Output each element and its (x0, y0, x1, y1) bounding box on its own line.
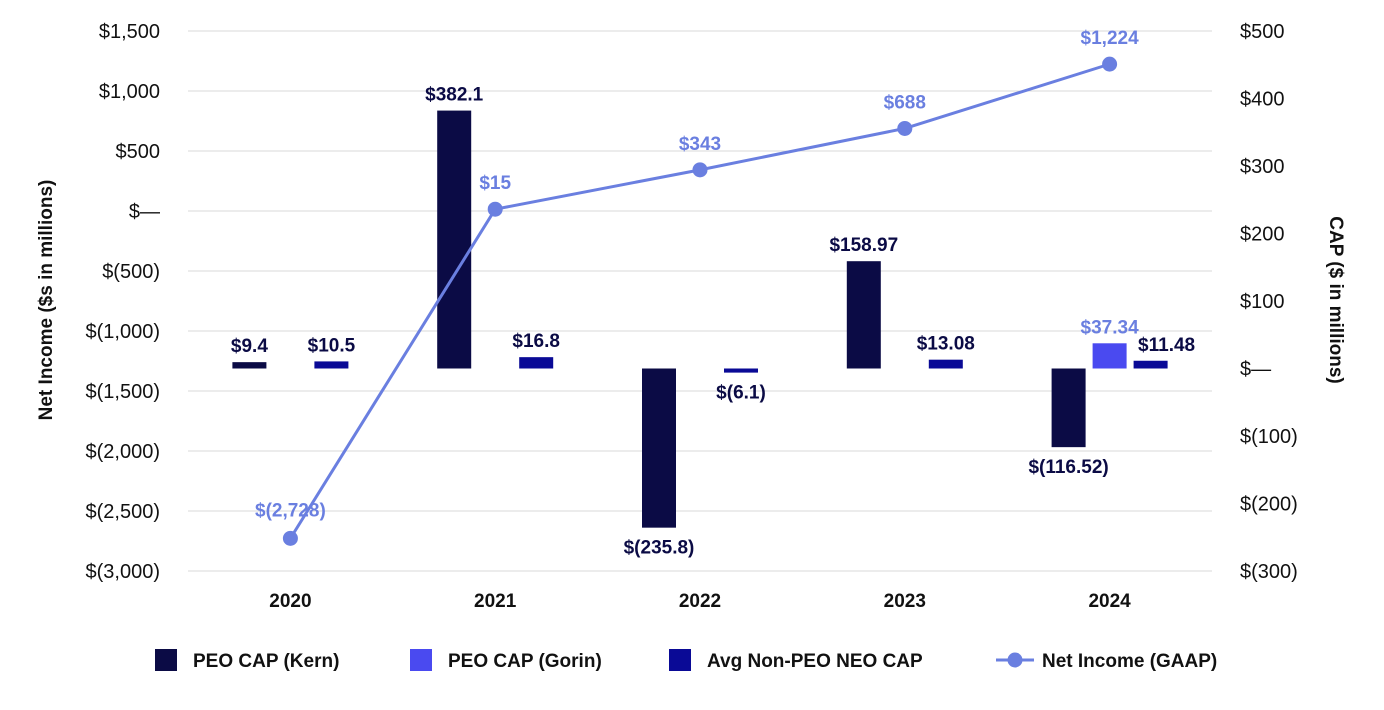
gridlines (188, 30, 1212, 572)
legend-label: PEO CAP (Gorin) (448, 651, 602, 672)
bar-data-label: $37.34 (1081, 317, 1140, 338)
category-label: 2023 (884, 591, 926, 612)
line-point (897, 120, 913, 136)
legend-swatch (669, 649, 691, 671)
category-label: 2022 (679, 591, 721, 612)
right-tick-label: $(100) (1240, 426, 1298, 448)
left-axis-ticks: $1,500 $1,000 $500 $— $(500) $(1,000) $(1,500)… (86, 21, 161, 583)
bar-data-label: $(6.1) (716, 383, 766, 404)
category-label: 2021 (474, 591, 517, 612)
bars (232, 110, 1168, 528)
left-tick-label: $(2,000) (86, 441, 161, 463)
legend: PEO CAP (Kern) PEO CAP (Gorin) Avg Non-PEO… (155, 649, 1217, 672)
bar-data-label: $13.08 (917, 334, 975, 355)
left-tick-label: $— (129, 201, 160, 223)
left-tick-label: $(500) (102, 261, 160, 283)
legend-label: Net Income (GAAP) (1042, 651, 1217, 672)
left-tick-label: $500 (116, 141, 161, 163)
line-point (1102, 56, 1118, 72)
category-label: 2024 (1088, 591, 1131, 612)
line-data-label: $1,224 (1081, 28, 1140, 49)
bar (928, 359, 963, 369)
left-tick-label: $(1,500) (86, 381, 161, 403)
bar (724, 368, 758, 373)
right-axis-title: CAP ($ in millions) (1325, 216, 1346, 384)
bar-data-label: $16.8 (512, 331, 560, 352)
net-income-line (282, 56, 1118, 546)
legend-label: PEO CAP (Kern) (193, 651, 339, 672)
bar (1133, 360, 1168, 369)
legend-swatch (410, 649, 432, 671)
legend-swatch (155, 649, 177, 671)
line-point (487, 201, 503, 217)
left-axis-title: Net Income ($s in millions) (36, 180, 57, 421)
data-labels: $9.4 $382.1 $(235.8) $158.97 $(116.52) $37.34… (231, 28, 1195, 559)
line-data-label: $(2,728) (255, 500, 326, 521)
line-data-label: $343 (679, 134, 721, 155)
bar (1092, 343, 1127, 369)
right-axis-ticks: $500 $400 $300 $200 $100 $— $(100) $(200) $(300) (1240, 21, 1298, 583)
right-tick-label: $500 (1240, 21, 1285, 43)
bar (642, 368, 676, 528)
right-tick-label: $(200) (1240, 494, 1298, 516)
right-tick-label: $200 (1240, 224, 1285, 246)
bar-data-label: $10.5 (308, 335, 356, 356)
bar-data-label: $11.48 (1138, 335, 1195, 356)
right-tick-label: $300 (1240, 156, 1285, 178)
bar-data-label: $9.4 (231, 336, 268, 357)
bar (1051, 368, 1086, 448)
legend-marker (1007, 652, 1023, 668)
line-point (282, 530, 298, 546)
legend-label: Avg Non-PEO NEO CAP (707, 651, 923, 672)
left-tick-label: $1,500 (99, 21, 160, 43)
bar (846, 261, 881, 369)
bar-data-label: $(116.52) (1028, 457, 1108, 478)
bar (314, 361, 349, 369)
bar-data-label: $(235.8) (624, 538, 695, 559)
bar (519, 357, 554, 369)
right-tick-label: $400 (1240, 89, 1285, 111)
right-tick-label: $100 (1240, 291, 1285, 313)
line-data-label: $688 (884, 92, 926, 113)
right-tick-label: $— (1240, 359, 1271, 381)
line-point (692, 162, 708, 178)
x-axis-categories: 2020 2021 2022 2023 2024 (269, 591, 1131, 612)
bar (232, 362, 267, 369)
bar-data-label: $382.1 (425, 85, 484, 106)
left-tick-label: $(2,500) (86, 501, 161, 523)
left-tick-label: $1,000 (99, 81, 160, 103)
left-tick-label: $(1,000) (86, 321, 161, 343)
category-label: 2020 (269, 591, 311, 612)
bar (437, 110, 472, 369)
bar-data-label: $158.97 (829, 235, 898, 256)
line-data-label: $15 (479, 173, 511, 194)
left-tick-label: $(3,000) (86, 561, 161, 583)
right-tick-label: $(300) (1240, 561, 1298, 583)
